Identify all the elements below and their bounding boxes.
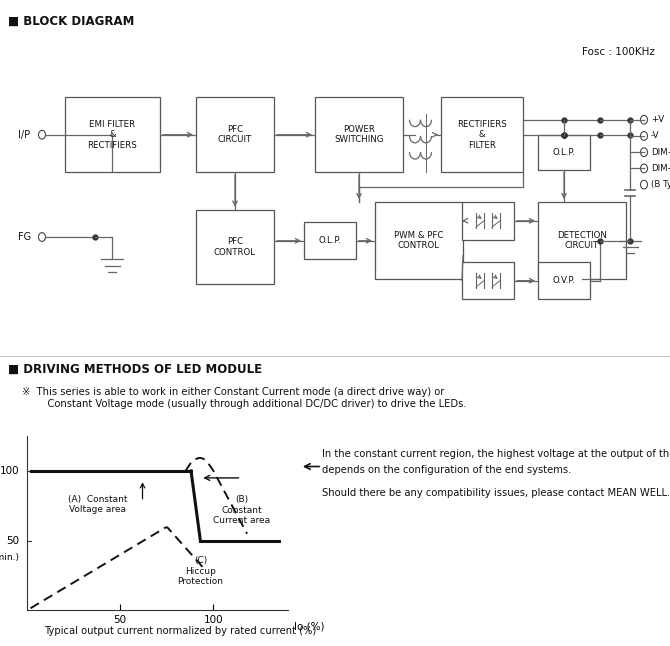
Text: O.L.P.: O.L.P.	[553, 148, 576, 157]
Bar	[196, 209, 274, 284]
Text: (C)
Hiccup
Protection: (C) Hiccup Protection	[178, 556, 223, 587]
Circle shape	[641, 116, 647, 124]
Bar	[462, 262, 514, 299]
Text: Constant Voltage mode (usually through additional DC/DC driver) to drive the LED: Constant Voltage mode (usually through a…	[35, 399, 466, 409]
Bar	[315, 98, 403, 172]
Text: O.V.P.: O.V.P.	[553, 276, 576, 285]
Text: (B)
Constant
Current area: (B) Constant Current area	[213, 495, 270, 525]
Circle shape	[641, 148, 647, 156]
Text: ■ BLOCK DIAGRAM: ■ BLOCK DIAGRAM	[8, 15, 135, 28]
Bar	[538, 202, 626, 280]
Text: PFC
CONTROL: PFC CONTROL	[214, 237, 256, 256]
Bar	[196, 98, 274, 172]
Text: (A)  Constant
Voltage area: (A) Constant Voltage area	[68, 495, 127, 514]
Text: RECTIFIERS
&
FILTER: RECTIFIERS & FILTER	[457, 120, 507, 150]
Text: +V: +V	[651, 115, 664, 124]
Text: FG: FG	[18, 232, 31, 242]
Text: PFC
CIRCUIT: PFC CIRCUIT	[218, 125, 252, 145]
Text: 100: 100	[0, 466, 19, 476]
Bar	[538, 135, 590, 170]
Text: EMI FILTER
&
RECTIFIERS: EMI FILTER & RECTIFIERS	[88, 120, 137, 150]
Text: ■ DRIVING METHODS OF LED MODULE: ■ DRIVING METHODS OF LED MODULE	[8, 363, 262, 376]
Text: DETECTION
CIRCUIT: DETECTION CIRCUIT	[557, 231, 607, 251]
Circle shape	[641, 180, 647, 189]
Bar	[65, 98, 160, 172]
Text: ※  This series is able to work in either Constant Current mode (a direct drive w: ※ This series is able to work in either …	[22, 387, 444, 397]
Text: (min.): (min.)	[0, 553, 19, 562]
Bar	[538, 262, 590, 299]
Text: DIM-: DIM-	[651, 164, 670, 173]
Circle shape	[38, 233, 46, 242]
Text: Should there be any compatibility issues, please contact MEAN WELL.: Should there be any compatibility issues…	[322, 488, 670, 499]
Circle shape	[641, 164, 647, 172]
Bar	[441, 98, 523, 172]
Text: PWM & PFC
CONTROL: PWM & PFC CONTROL	[395, 231, 444, 251]
Bar	[462, 202, 514, 240]
Text: POWER
SWITCHING: POWER SWITCHING	[334, 125, 384, 145]
Text: In the constant current region, the highest voltage at the output of the driver: In the constant current region, the high…	[322, 448, 670, 459]
Text: Typical output current normalized by rated current (%): Typical output current normalized by rat…	[44, 626, 316, 636]
Circle shape	[38, 130, 46, 139]
Bar	[304, 222, 356, 260]
Text: Fosc : 100KHz: Fosc : 100KHz	[582, 47, 655, 57]
Text: I/P: I/P	[18, 130, 30, 140]
Circle shape	[641, 132, 647, 140]
Text: -V: -V	[651, 132, 659, 140]
Bar	[375, 202, 463, 280]
Text: Io (%): Io (%)	[293, 621, 324, 632]
Text: DIM+: DIM+	[651, 148, 670, 157]
Text: 50: 50	[6, 536, 19, 546]
Text: (B Type): (B Type)	[651, 180, 670, 189]
Text: depends on the configuration of the end systems.: depends on the configuration of the end …	[322, 464, 572, 475]
Text: O.L.P.: O.L.P.	[319, 236, 342, 245]
